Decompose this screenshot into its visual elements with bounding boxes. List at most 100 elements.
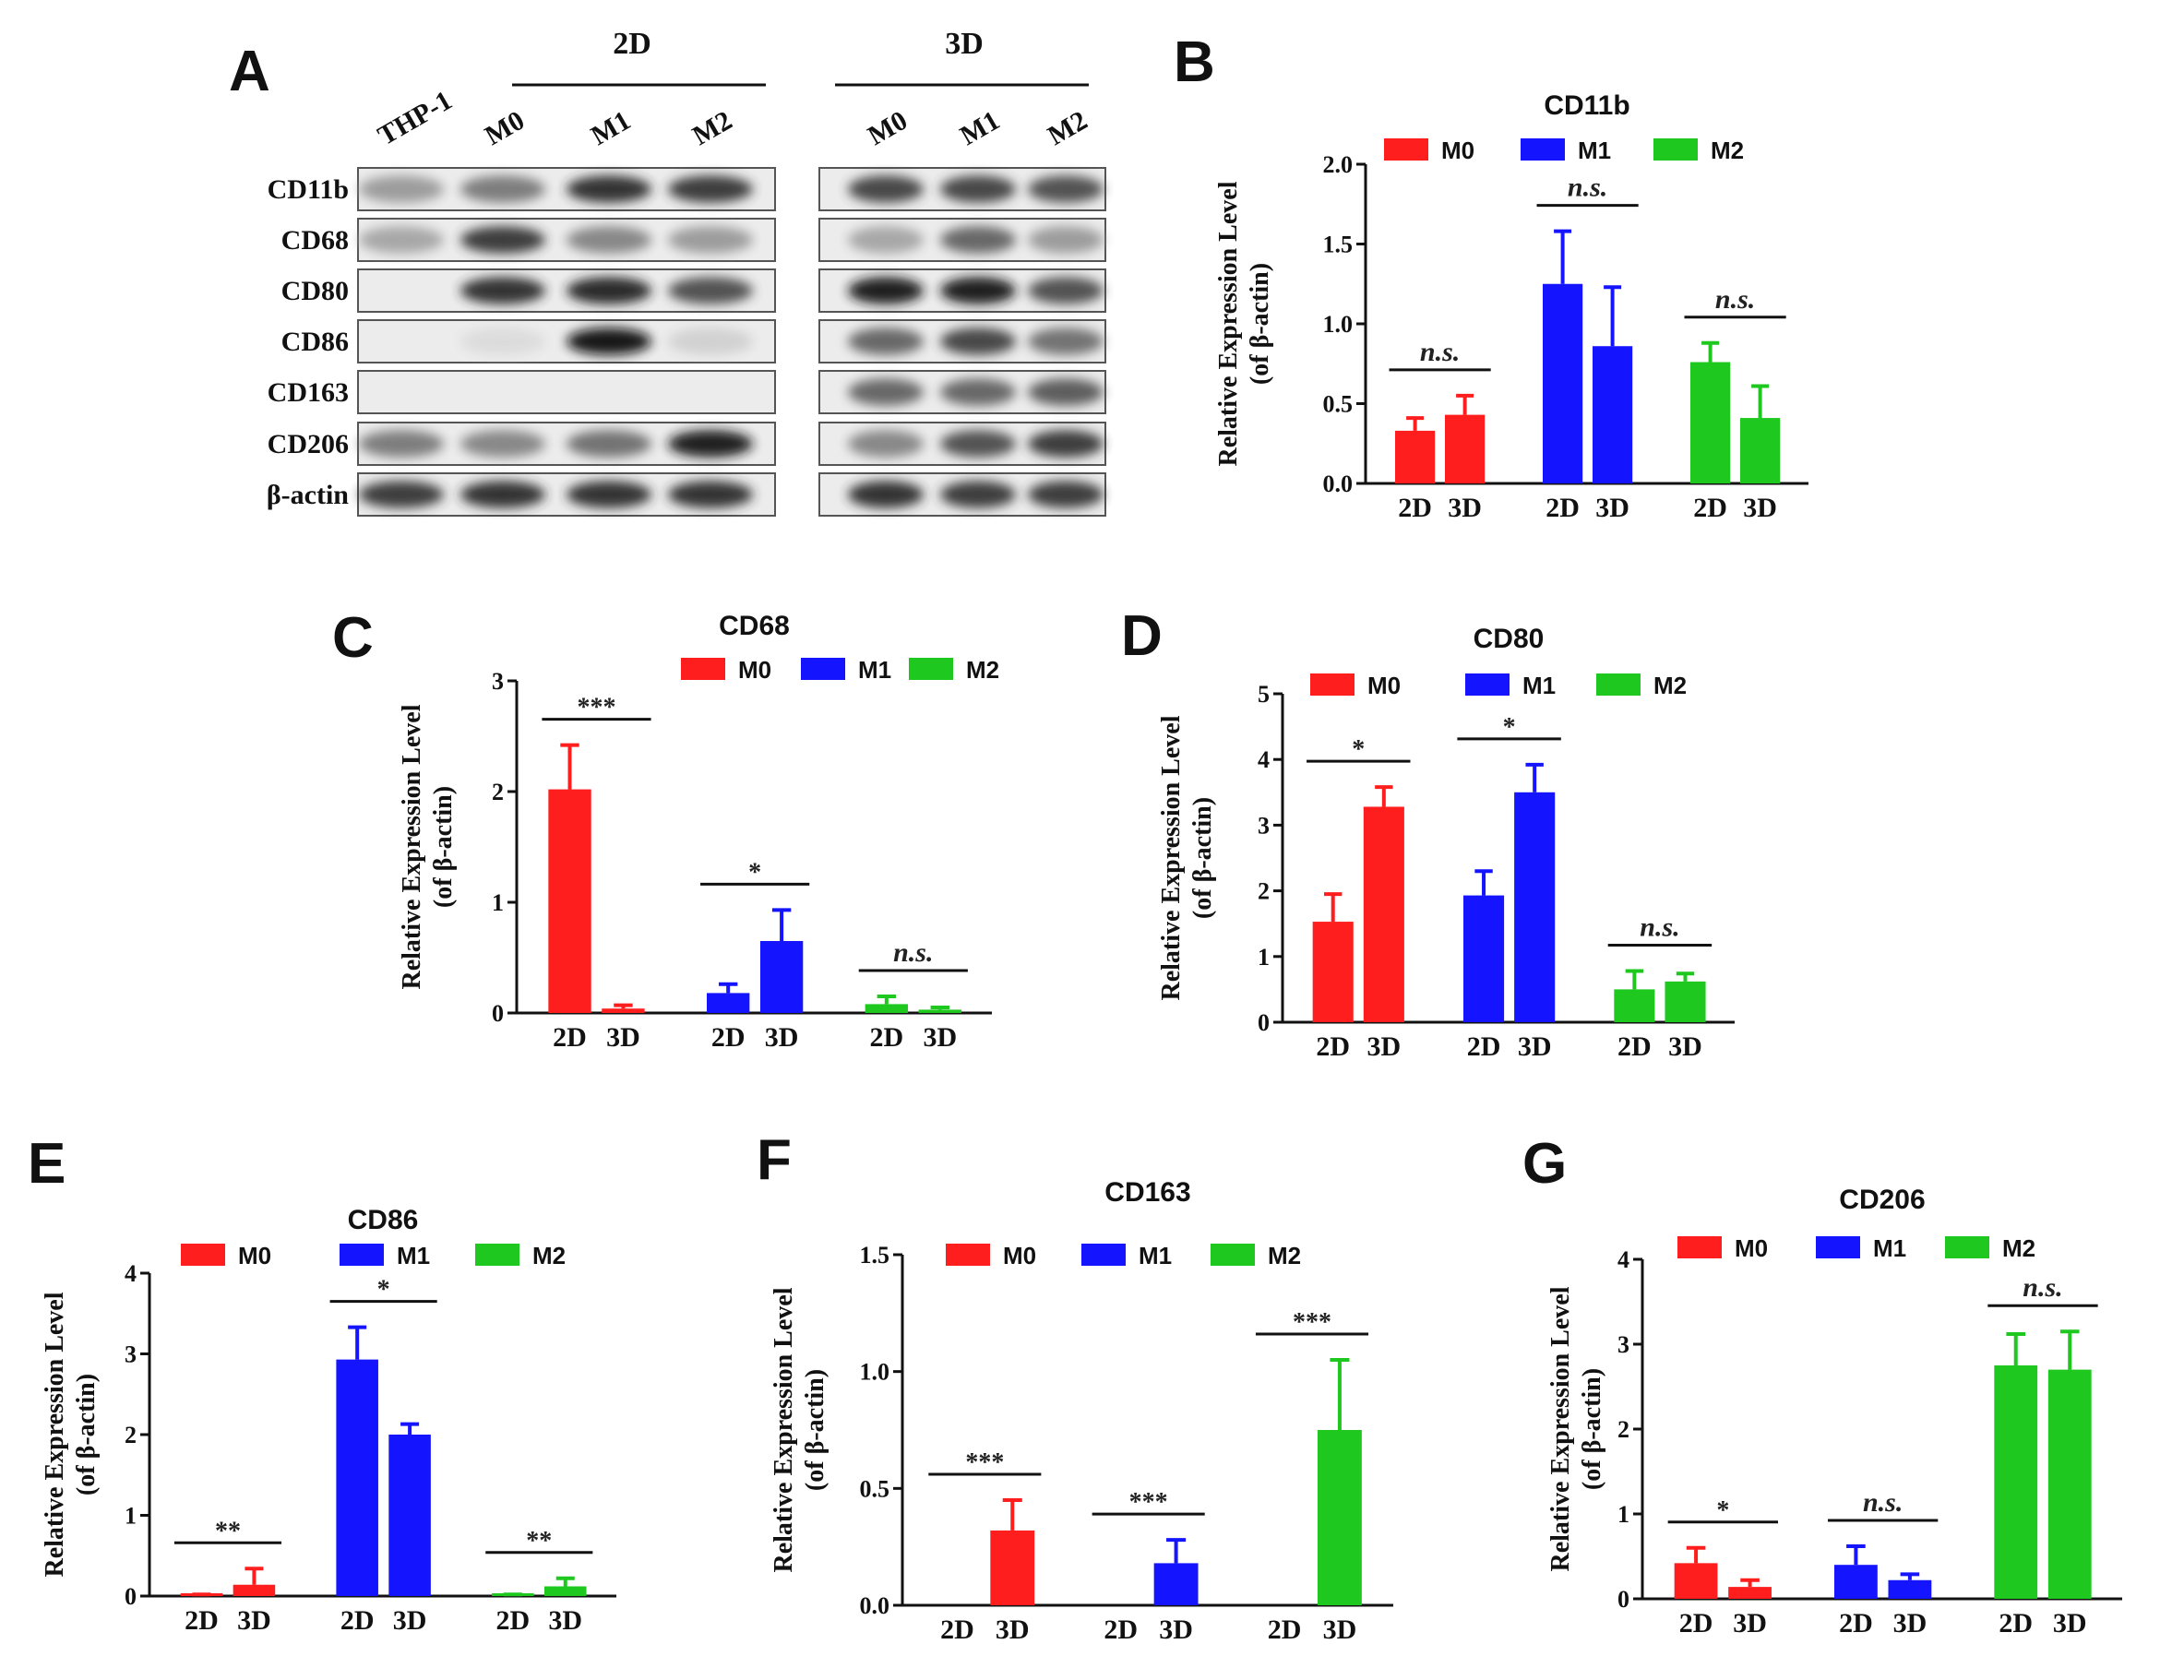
legend-swatch — [909, 658, 953, 680]
chart-title: CD68 — [719, 611, 790, 641]
bar — [759, 941, 804, 1013]
panel-letter: G — [1522, 1132, 1567, 1196]
blot-strip — [357, 370, 776, 414]
x-tick-label: 2D — [1398, 493, 1432, 523]
legend-swatch — [1081, 1244, 1126, 1266]
y-tick-label: 1.0 — [860, 1359, 890, 1386]
blot-band — [940, 277, 1016, 304]
legend-label: M2 — [1268, 1242, 1301, 1269]
x-tick-label: 2D — [1104, 1614, 1138, 1645]
legend-swatch — [1596, 673, 1641, 696]
legend-label: M0 — [738, 656, 771, 684]
x-tick-label: 2D — [870, 1022, 904, 1053]
legend-swatch — [1521, 138, 1565, 161]
x-tick-label: 3D — [1367, 1031, 1402, 1062]
blot-band — [567, 481, 651, 508]
y-axis-label: Relative Expression Level — [1157, 715, 1186, 1000]
y-tick-label: 1.0 — [1323, 311, 1354, 338]
blot-band — [848, 481, 924, 508]
blot-row-label: CD11b — [268, 174, 349, 205]
bar — [1593, 346, 1633, 483]
blot-band — [460, 328, 545, 355]
blot-row-label: CD163 — [268, 377, 349, 408]
bar — [1690, 362, 1731, 483]
significance-label: * — [1503, 713, 1516, 742]
x-tick-label: 3D — [996, 1614, 1030, 1645]
blot-band — [940, 430, 1016, 458]
legend-label: M0 — [238, 1242, 271, 1269]
y-tick-label: 3 — [492, 668, 504, 695]
chart-F: F CD163 Relative Expression Level (of β-act… — [757, 1128, 1393, 1645]
blot-group-label: 2D — [613, 27, 651, 61]
bar — [1614, 989, 1655, 1022]
x-tick-label: 2D — [1268, 1614, 1302, 1645]
legend-swatch — [1677, 1236, 1722, 1258]
blot-band — [567, 175, 651, 203]
x-tick-label: 3D — [1668, 1031, 1702, 1062]
blot-band — [940, 378, 1016, 406]
x-tick-label: 3D — [237, 1605, 271, 1636]
x-tick-label: 3D — [2053, 1608, 2087, 1638]
bar — [543, 1586, 587, 1596]
blot-group-label: 3D — [945, 27, 984, 61]
legend-label: M2 — [2002, 1234, 2035, 1262]
chart-title: CD80 — [1474, 624, 1545, 654]
bar — [1888, 1579, 1932, 1599]
chart-E: E CD86 Relative Expression Level (of β-acti… — [28, 1132, 616, 1636]
blot-band — [848, 378, 924, 406]
y-tick-label: 0.5 — [860, 1475, 890, 1502]
y-tick-label: 0.0 — [1323, 471, 1354, 497]
bar — [1834, 1565, 1878, 1599]
x-tick-label: 2D — [1693, 493, 1727, 523]
blot-band — [940, 328, 1016, 355]
bar — [1543, 283, 1583, 483]
y-tick-label: 0 — [492, 1000, 504, 1027]
x-tick-label: 3D — [765, 1022, 799, 1053]
blot-band — [848, 226, 924, 254]
significance-label: n.s. — [1568, 173, 1607, 203]
legend-swatch — [1653, 138, 1698, 161]
blot-band — [940, 481, 1016, 508]
chart-title: CD86 — [348, 1205, 419, 1235]
x-tick-label: 3D — [606, 1022, 640, 1053]
chart-C: C CD68 Relative Expression Level (of β-acti… — [332, 606, 999, 1053]
blot-band — [1028, 481, 1104, 508]
blot-band — [1028, 277, 1104, 304]
legend-label: M0 — [1735, 1234, 1768, 1262]
y-tick-label: 2 — [1617, 1416, 1629, 1443]
blot-band — [359, 430, 444, 458]
blot-band — [848, 328, 924, 355]
legend-label: M1 — [1139, 1242, 1172, 1269]
blot-band — [567, 328, 651, 355]
y-tick-label: 1.5 — [860, 1242, 890, 1269]
blot-lane-label: M1 — [955, 105, 1005, 151]
bar — [1317, 1430, 1362, 1605]
y-axis-label-sub: (of β-actin) — [801, 1369, 829, 1491]
significance-label: * — [377, 1276, 390, 1305]
x-tick-label: 2D — [496, 1605, 531, 1636]
significance-label: n.s. — [1420, 337, 1460, 367]
blot-band — [460, 226, 545, 254]
legend-label: M1 — [1873, 1234, 1906, 1262]
y-axis-label: Relative Expression Level — [770, 1287, 798, 1572]
blot-lane-label: M2 — [687, 105, 737, 151]
blot-band — [848, 175, 924, 203]
y-tick-label: 4 — [1258, 746, 1270, 773]
y-tick-label: 4 — [1617, 1246, 1629, 1273]
panel-letter: D — [1121, 604, 1163, 668]
blot-band — [668, 226, 753, 254]
legend-swatch — [1816, 1236, 1860, 1258]
blot-band — [460, 430, 545, 458]
blot-band — [460, 277, 545, 304]
y-tick-label: 0.5 — [1323, 391, 1354, 418]
panel-letter: E — [28, 1132, 66, 1196]
legend-swatch — [1310, 673, 1355, 696]
legend-label: M2 — [966, 656, 999, 684]
x-tick-label: 2D — [1316, 1031, 1350, 1062]
blot-row-label: β-actin — [267, 480, 349, 510]
y-tick-label: 5 — [1258, 681, 1270, 708]
legend-swatch — [1945, 1236, 1989, 1258]
y-tick-label: 3 — [125, 1341, 137, 1368]
blot-band — [1028, 328, 1104, 355]
significance-label: ** — [526, 1527, 552, 1555]
